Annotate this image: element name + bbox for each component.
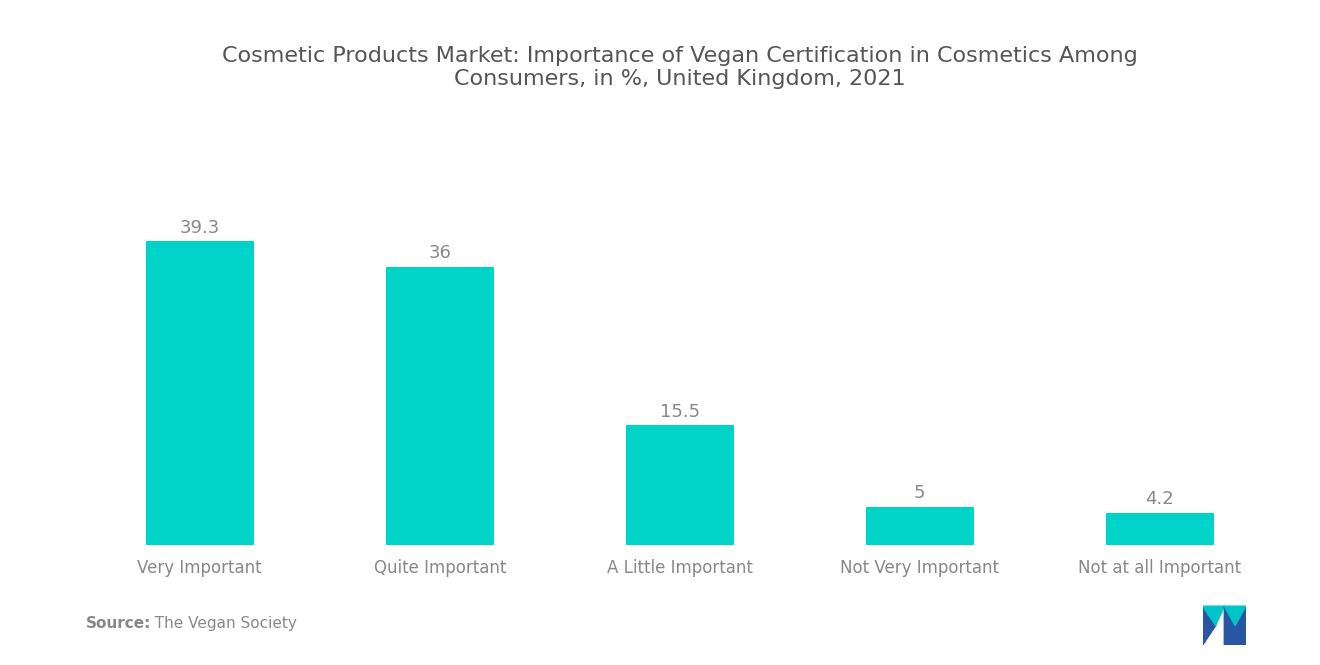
Text: 36: 36 [429,244,451,262]
Text: 4.2: 4.2 [1146,490,1175,508]
Text: 39.3: 39.3 [180,219,220,237]
Polygon shape [1225,606,1246,645]
Bar [626,426,734,545]
Title: Cosmetic Products Market: Importance of Vegan Certification in Cosmetics Among
C: Cosmetic Products Market: Importance of … [222,46,1138,89]
Bar [385,267,494,545]
Bar [1106,513,1214,545]
Text: 5: 5 [913,484,925,502]
Bar [866,507,974,545]
Text: 15.5: 15.5 [660,403,700,421]
Polygon shape [1203,606,1216,645]
Polygon shape [1203,606,1225,626]
Text: The Vegan Society: The Vegan Society [145,616,297,632]
Text: Source:: Source: [86,616,152,632]
Polygon shape [1225,606,1246,626]
Bar [145,241,253,545]
